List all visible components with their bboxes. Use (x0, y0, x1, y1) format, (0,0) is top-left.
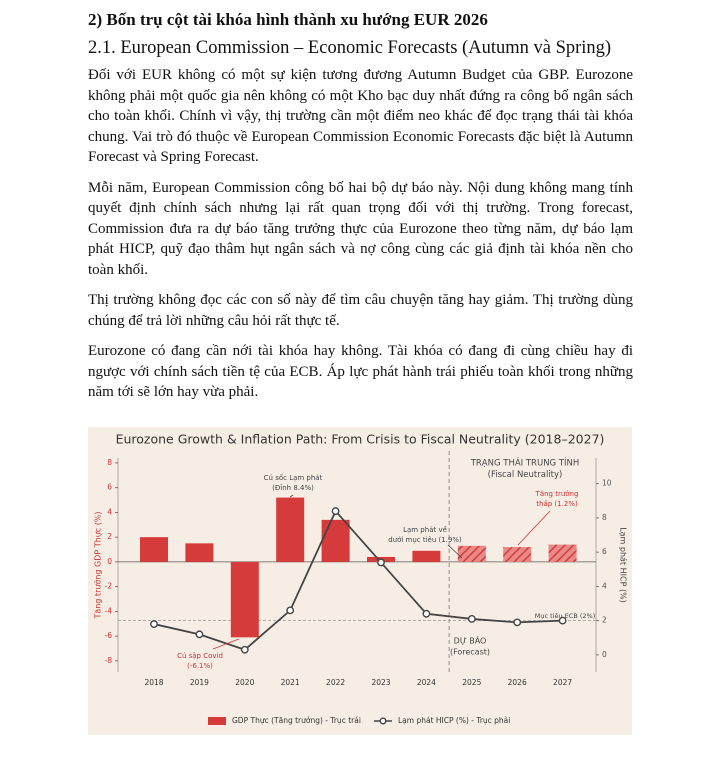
bar (457, 545, 486, 562)
x-tick-label: 2019 (190, 678, 209, 687)
bar (276, 497, 305, 562)
y-tick-label: -4 (105, 606, 113, 615)
document: 2) Bốn trụ cột tài khóa hình thành xu hư… (88, 10, 633, 413)
y2-axis-label: Lạm phát HICP (%) (618, 527, 628, 603)
y2-tick-label: 6 (602, 547, 607, 556)
point (331, 507, 340, 515)
point (422, 609, 431, 618)
x-tick-label: 2023 (371, 678, 390, 687)
annotation-arrow (289, 494, 294, 498)
annotation-arrow (517, 510, 551, 546)
y2-tick-label: 0 (602, 650, 607, 659)
annotation: DỰ BÁO (454, 635, 487, 646)
x-tick-label: 2021 (281, 678, 300, 687)
x-tick-label: 2022 (326, 678, 345, 687)
annotation: Lạm phát về (403, 526, 447, 534)
chart: Eurozone Growth & Inflation Path: From C… (88, 427, 632, 735)
point (150, 620, 158, 628)
annotation: thấp (1.2%) (536, 500, 578, 508)
bar (548, 544, 577, 562)
x-tick-label: 2026 (508, 678, 527, 687)
x-tick-label: 2020 (235, 678, 254, 687)
subheading: 2.1. European Commission – Economic Fore… (88, 38, 612, 58)
annotation: Cú sốc Lạm phát (264, 474, 323, 482)
y-tick-label: 2 (107, 532, 112, 541)
bar (503, 547, 532, 562)
bar (412, 550, 441, 562)
x-tick-label: 2018 (144, 678, 163, 687)
paragraph: Thị trường không đọc các con số này để t… (88, 292, 633, 329)
annotation: Tăng trưởng (535, 490, 579, 498)
annotation: Mục tiêu ECB (2%) (535, 612, 595, 620)
bar (185, 543, 214, 562)
legend-swatch (379, 717, 387, 725)
y2-tick-label: 4 (602, 581, 607, 590)
annotation-arrow (447, 544, 463, 559)
point (240, 645, 249, 654)
y-tick-label: 4 (107, 507, 112, 516)
paragraph: Eurozone có đang cần nới tài khóa hay kh… (88, 343, 633, 400)
x-tick-label: 2027 (553, 678, 572, 687)
chart-title: Eurozone Growth & Inflation Path: From C… (116, 432, 605, 447)
point (513, 618, 522, 627)
annotation: Cú sập Covid (177, 652, 223, 660)
annotation: TRẠNG THÁI TRUNG TÍNH (470, 457, 580, 469)
point (558, 616, 567, 625)
y-tick-label: 8 (107, 458, 112, 467)
legend-label: Lạm phát HICP (%) - Trục phải (398, 716, 510, 725)
y-tick-label: 6 (107, 483, 112, 492)
y-tick-label: -6 (105, 631, 113, 640)
annotation: (Forecast) (450, 648, 490, 657)
legend-label: GDP Thực (Tăng trưởng) - Trục trái (232, 716, 361, 725)
chart-background (88, 427, 632, 735)
x-tick-label: 2024 (417, 678, 436, 687)
y-axis-label: Tăng trưởng GDP Thực (%) (93, 511, 104, 619)
annotation-arrow (212, 638, 239, 650)
line (153, 509, 563, 651)
y-tick-label: -8 (105, 656, 113, 665)
point (377, 558, 385, 567)
y-tick-label: -2 (105, 582, 113, 591)
y-tick-label: 0 (107, 557, 112, 566)
annotation: (-6.1%) (187, 662, 213, 670)
legend-swatch (208, 717, 226, 725)
bar (140, 537, 168, 562)
y2-tick-label: 10 (602, 479, 612, 488)
point (467, 615, 476, 623)
annotation: (Đỉnh 8.4%) (272, 484, 314, 492)
y2-tick-label: 8 (602, 513, 607, 522)
x-tick-label: 2025 (462, 678, 481, 687)
paragraph: Đối với EUR không có một sự kiện tương đ… (88, 67, 633, 165)
point (195, 630, 204, 639)
heading: 2) Bốn trụ cột tài khóa hình thành xu hư… (88, 10, 488, 29)
annotation: (Fiscal Neutrality) (488, 470, 563, 480)
bar (230, 561, 259, 638)
annotation: dưới mục tiêu (1.9%) (388, 536, 462, 544)
paragraph: Mỗi năm, European Commission công bố hai… (88, 179, 633, 278)
y2-tick-label: 2 (602, 616, 607, 625)
point (286, 606, 295, 615)
bar (321, 519, 350, 562)
